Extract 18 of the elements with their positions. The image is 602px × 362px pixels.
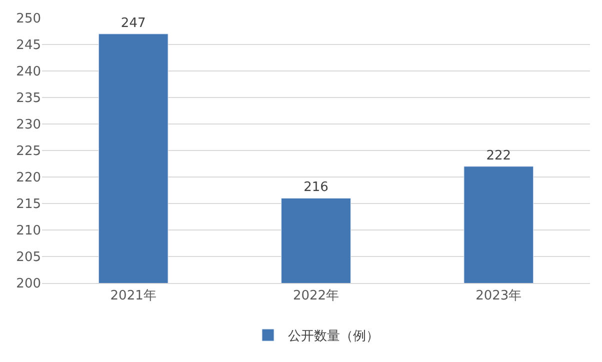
- data-label: 216: [304, 180, 328, 196]
- x-tick-label: 2021年: [110, 288, 156, 304]
- y-tick-label: 220: [16, 170, 41, 186]
- legend-label: 公开数量（例）: [288, 329, 379, 344]
- y-tick-label: 215: [16, 197, 41, 212]
- y-tick-label: 235: [16, 91, 41, 106]
- y-tick-label: 230: [16, 118, 41, 133]
- data-label: 222: [486, 148, 512, 164]
- data-label: 247: [120, 16, 146, 31]
- y-tick-label: 225: [16, 144, 41, 160]
- y-tick-label: 245: [16, 38, 41, 54]
- x-tick-label: 2023年: [476, 288, 522, 304]
- x-tick-label: 2022年: [292, 288, 340, 304]
- y-tick-label: 250: [16, 12, 41, 27]
- y-tick-label: 205: [16, 250, 41, 266]
- y-tick-label: 200: [16, 276, 41, 292]
- y-tick-label: 240: [16, 64, 41, 80]
- y-tick-label: 210: [16, 224, 41, 239]
